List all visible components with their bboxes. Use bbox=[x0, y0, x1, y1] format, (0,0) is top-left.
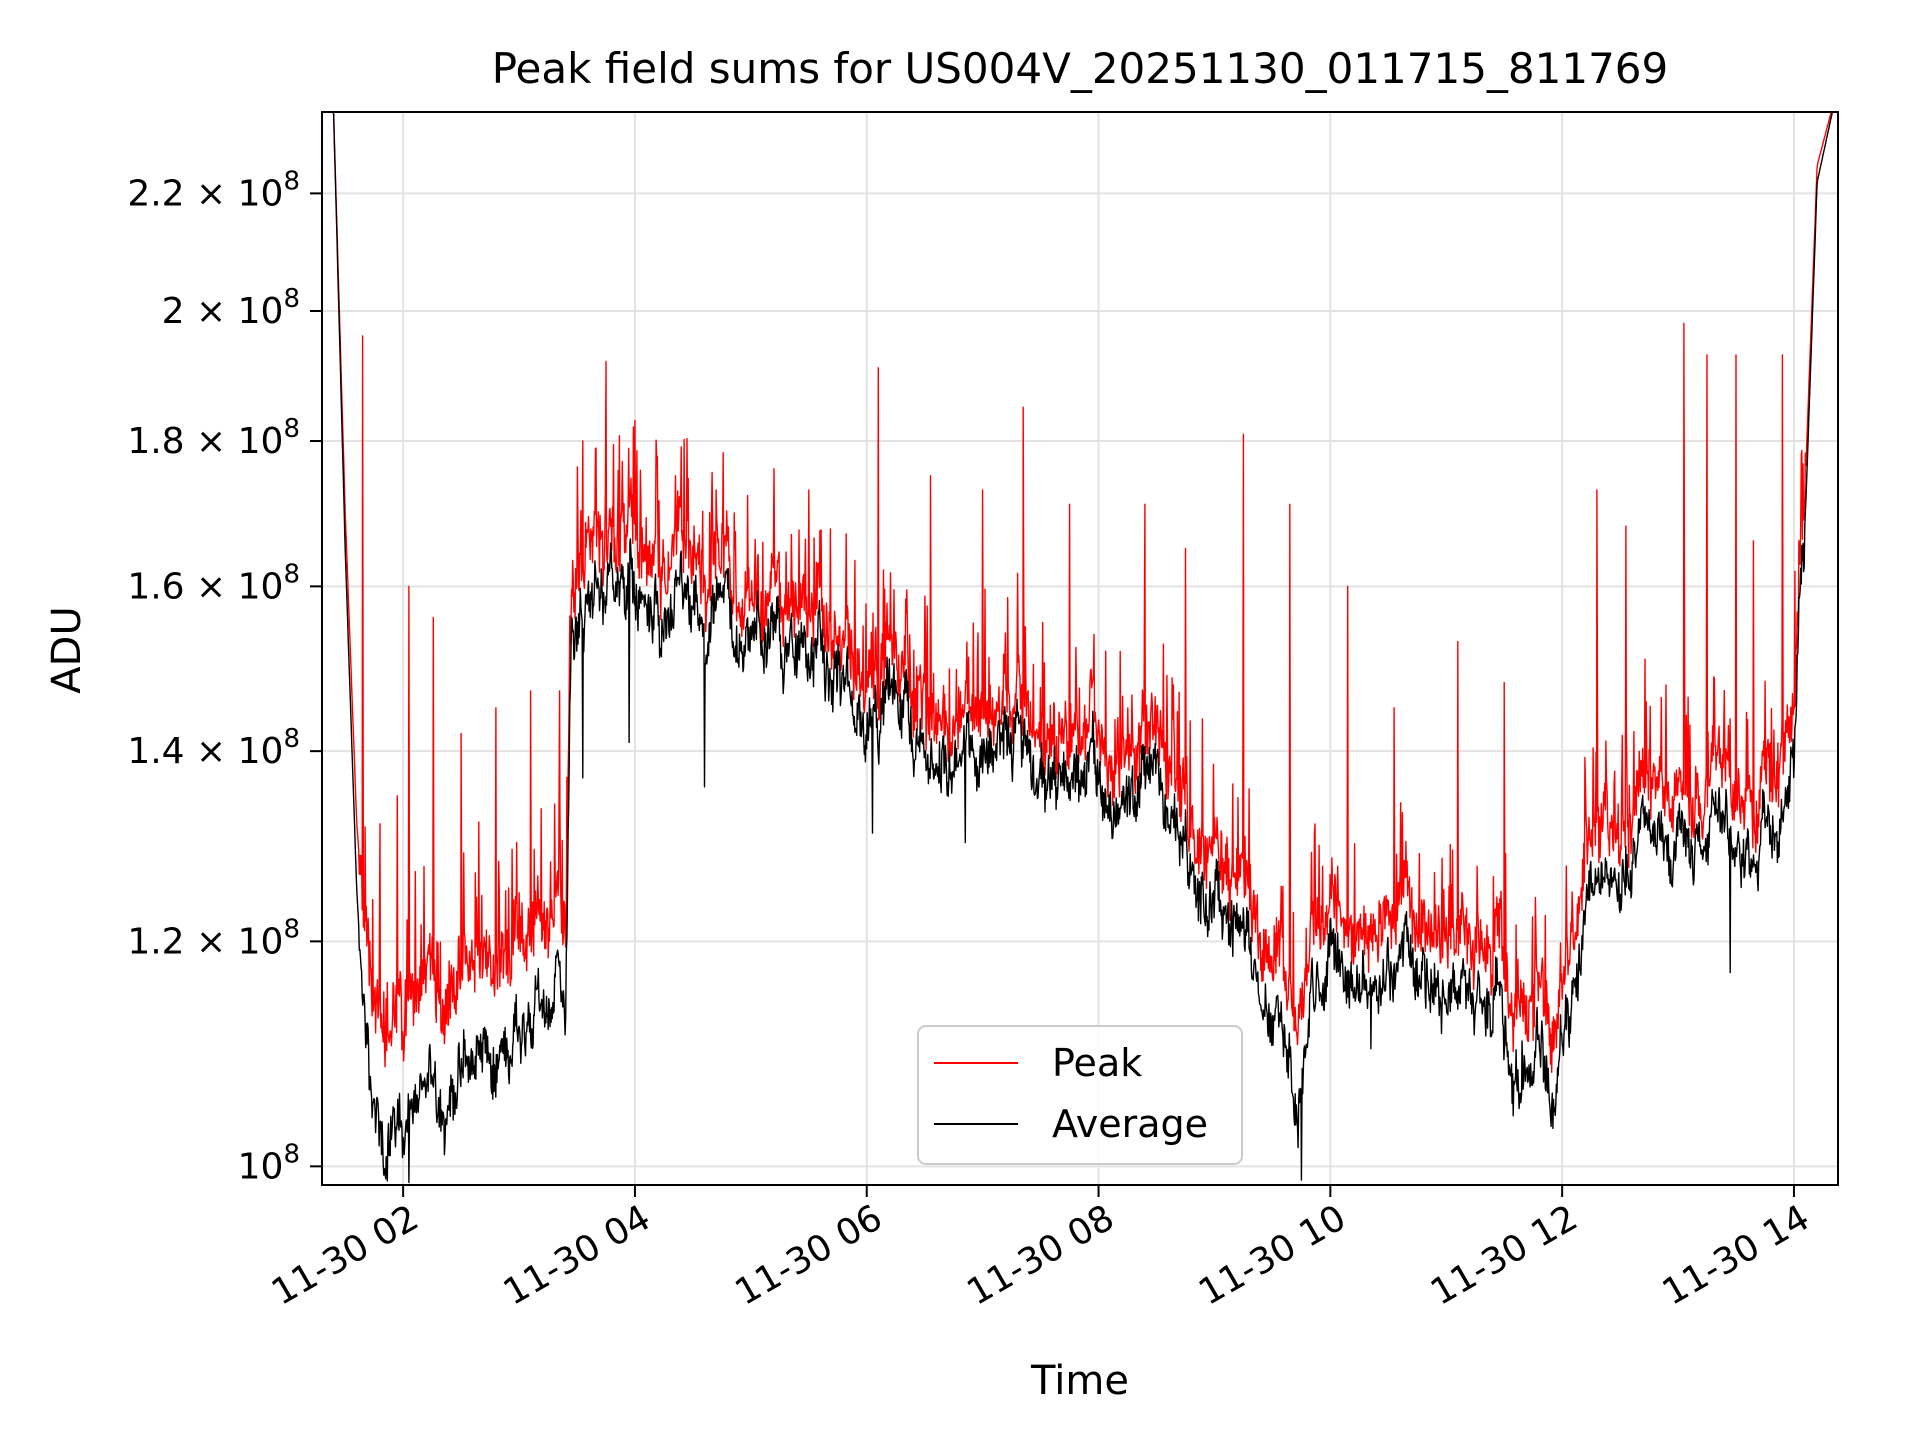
y-tick-base: 10 bbox=[238, 421, 284, 462]
chart-title: Peak field sums for US004V_20251130_0117… bbox=[492, 44, 1669, 93]
series-peak-line bbox=[322, 112, 1838, 1073]
y-tick-mantissa: 2 bbox=[162, 291, 185, 332]
y-tick-exponent: 8 bbox=[283, 559, 300, 589]
y-tick-exponent: 8 bbox=[283, 284, 300, 314]
y-tick-mantissa: 1.8 bbox=[127, 421, 184, 462]
y-tick-label: 108 bbox=[238, 1139, 300, 1187]
y-tick-mantissa: 1.6 bbox=[127, 566, 184, 607]
y-tick-label: 2 × 108 bbox=[162, 284, 300, 332]
series-average-line bbox=[322, 112, 1838, 1184]
y-tick-base: 10 bbox=[238, 1146, 284, 1187]
y-tick-times: × bbox=[185, 291, 238, 332]
y-tick-mantissa: 2.2 bbox=[127, 173, 184, 214]
axes-frame bbox=[321, 111, 1839, 1186]
y-tick-times: × bbox=[185, 173, 238, 214]
y-tick-exponent: 8 bbox=[283, 166, 300, 196]
y-tick-exponent: 8 bbox=[283, 724, 300, 754]
y-axis-label: ADU bbox=[44, 606, 90, 693]
y-tick-mantissa: 1.4 bbox=[127, 731, 184, 772]
y-tick-base: 10 bbox=[238, 291, 284, 332]
y-tick-label: 1.6 × 108 bbox=[127, 559, 300, 607]
y-tick-label: 1.4 × 108 bbox=[127, 724, 300, 772]
x-axis-label: Time bbox=[1030, 1358, 1129, 1404]
y-tick-times: × bbox=[185, 921, 238, 962]
legend-average-label: Average bbox=[1052, 1102, 1208, 1146]
y-tick-times: × bbox=[185, 731, 238, 772]
y-tick-label: 1.8 × 108 bbox=[127, 414, 300, 462]
legend: Peak Average bbox=[917, 1025, 1243, 1165]
plot-area bbox=[322, 112, 1838, 1184]
y-tick-base: 10 bbox=[238, 731, 284, 772]
y-tick-exponent: 8 bbox=[283, 914, 300, 944]
y-tick-label: 2.2 × 108 bbox=[127, 166, 300, 214]
y-tick-times: × bbox=[185, 566, 238, 607]
y-tick-exponent: 8 bbox=[283, 414, 300, 444]
y-tick-base: 10 bbox=[238, 173, 284, 214]
y-tick-base: 10 bbox=[238, 921, 284, 962]
y-tick-mantissa: 1.2 bbox=[127, 921, 184, 962]
y-tick-exponent: 8 bbox=[283, 1139, 300, 1169]
y-tick-label: 1.2 × 108 bbox=[127, 914, 300, 962]
y-tick-base: 10 bbox=[238, 566, 284, 607]
y-tick-times: × bbox=[185, 421, 238, 462]
legend-peak-label: Peak bbox=[1052, 1041, 1142, 1085]
legend-box bbox=[917, 1025, 1243, 1165]
